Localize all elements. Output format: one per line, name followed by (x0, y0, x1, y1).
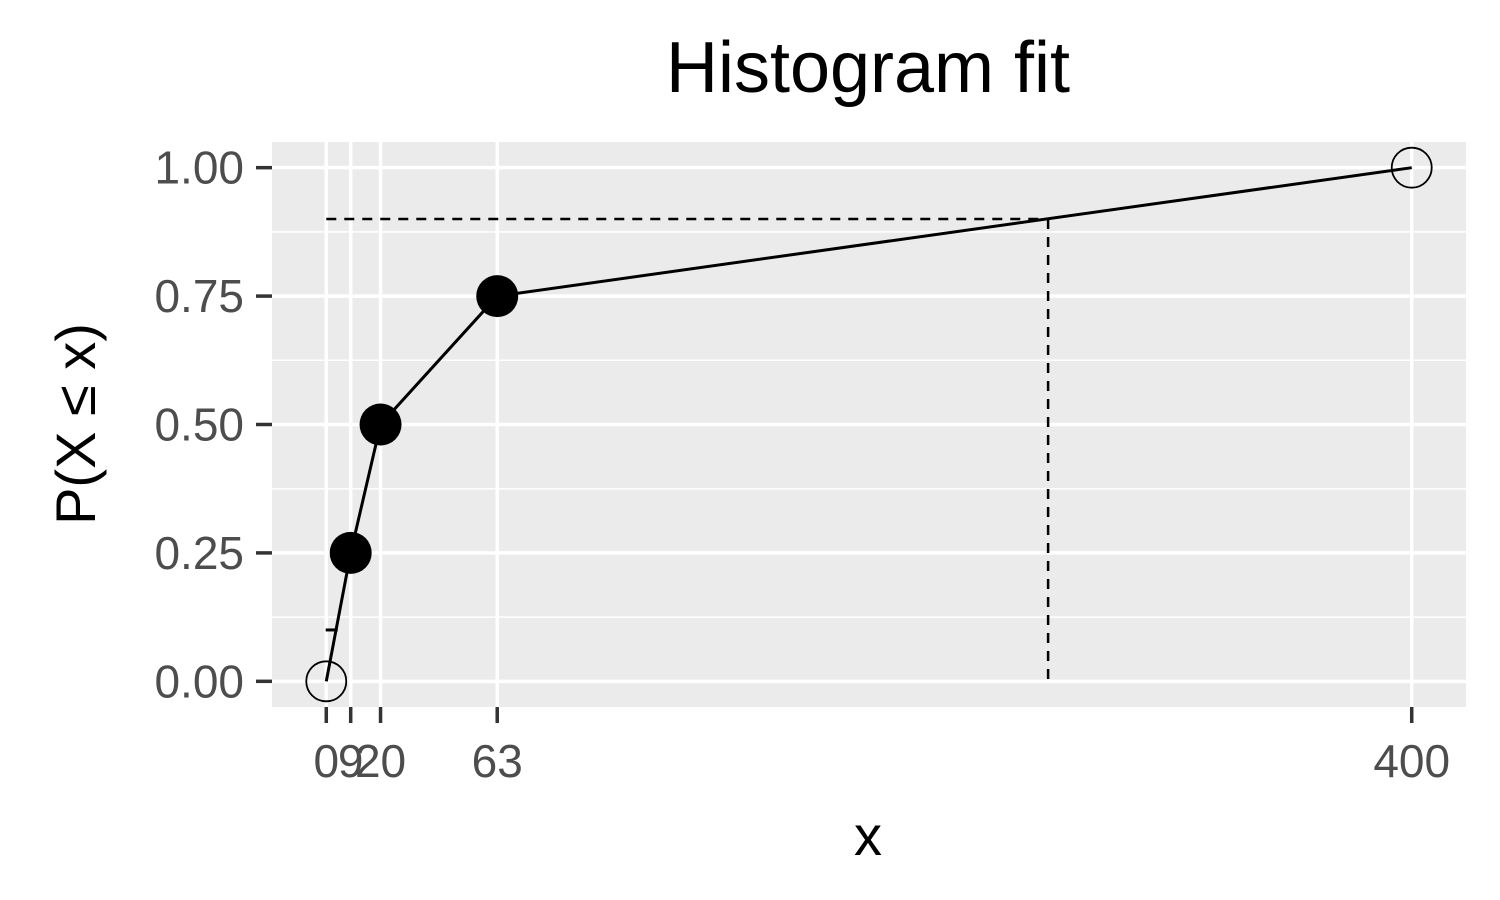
data-point (476, 275, 519, 318)
y-tick-label: 0.25 (154, 527, 244, 579)
x-tick-label: 63 (472, 735, 523, 787)
data-point (359, 403, 402, 446)
chart-title: Histogram fit (666, 28, 1070, 108)
x-tick-label: 20 (355, 735, 406, 787)
y-tick-label: 0.00 (154, 655, 244, 707)
x-tick-label: 9 (338, 735, 364, 787)
data-point-open (1390, 146, 1433, 189)
reference-lines (326, 217, 1050, 682)
data-point-open (305, 660, 348, 703)
y-tick-label: 0.75 (154, 270, 244, 322)
y-tick-label: 1.00 (154, 142, 244, 194)
x-tick-label: 0 (313, 735, 339, 787)
gridlines (272, 142, 1466, 707)
y-axis-title: P(X ≤ x) (44, 323, 107, 525)
series-layer (305, 146, 1433, 703)
y-axis: 0.00 0.25 0.50 0.75 1.00 (154, 142, 272, 707)
x-axis-title: x (854, 804, 882, 867)
data-point (329, 531, 372, 574)
x-tick-label: 400 (1373, 735, 1450, 787)
y-tick-label: 0.50 (154, 399, 244, 451)
